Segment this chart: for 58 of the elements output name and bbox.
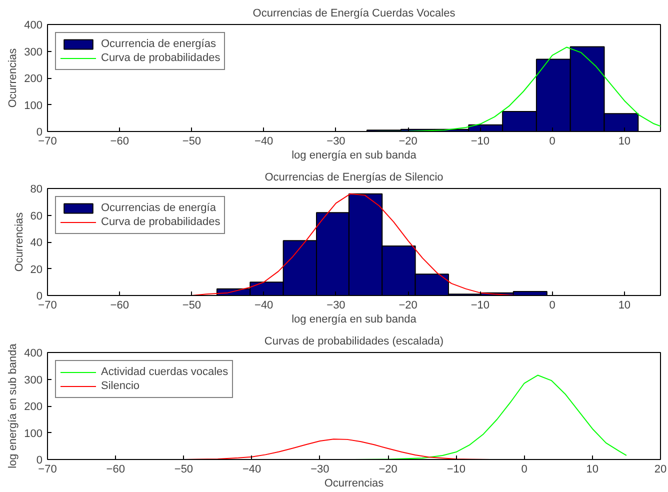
y-tick-label: 100: [24, 100, 43, 112]
x-axis-title: log energía en sub banda: [292, 314, 418, 326]
x-tick-label: −40: [242, 464, 262, 476]
y-tick-label: 0: [36, 454, 43, 466]
y-tick-label: 80: [30, 184, 43, 196]
x-tick-label: −50: [182, 136, 202, 148]
y-tick-label: 0: [36, 126, 43, 138]
y-tick-label: 300: [24, 374, 43, 386]
y-tick-label: 20: [30, 264, 43, 276]
x-tick-label: 20: [654, 464, 667, 476]
y-tick-label: 300: [24, 46, 43, 58]
x-tick-label: −50: [182, 300, 202, 312]
y-tick-label: 400: [24, 348, 43, 360]
x-tick-label: −40: [254, 300, 274, 312]
y-tick-label: 200: [24, 401, 43, 413]
x-tick-label: 0: [549, 300, 556, 312]
x-tick-label: −10: [446, 464, 466, 476]
y-tick-label: 60: [30, 210, 43, 222]
x-tick-label: −70: [38, 464, 57, 476]
x-tick-label: −10: [470, 136, 490, 148]
x-tick-label: −60: [110, 136, 129, 148]
y-tick-label: 200: [24, 73, 43, 85]
x-tick-label: −30: [326, 300, 346, 312]
x-tick-label: −20: [378, 464, 398, 476]
legend-label: Ocurrencias de energía: [101, 201, 216, 215]
x-tick-label: −20: [398, 136, 418, 148]
legend-label: Actividad cuerdas vocales: [101, 365, 228, 379]
x-tick-label: −10: [470, 300, 490, 312]
x-tick-label: 10: [618, 136, 631, 148]
x-tick-label: −70: [38, 300, 57, 312]
x-tick-label: −30: [310, 464, 330, 476]
chart-title: Ocurrencias de Energía Cuerdas Vocales: [252, 8, 456, 20]
chart-title: Curvas de probabilidades (escalada): [264, 336, 444, 348]
chart-title: Ocurrencias de Energías de Silencio: [264, 172, 444, 184]
y-axis-title: Ocurrencias: [13, 212, 26, 272]
y-axis-title: log energía en sub banda: [7, 342, 20, 468]
legend-label: Silencio: [101, 379, 140, 393]
x-axis-title: log energía en sub banda: [292, 150, 418, 162]
x-tick-label: −60: [106, 464, 125, 476]
legend-label: Curva de probabilidades: [101, 51, 220, 65]
y-axis-title: Ocurrencias: [7, 48, 20, 108]
y-tick-label: 0: [36, 290, 43, 302]
x-tick-label: −20: [398, 300, 418, 312]
y-tick-label: 400: [24, 20, 43, 32]
x-tick-label: −60: [110, 300, 129, 312]
x-tick-label: 0: [521, 464, 528, 476]
x-tick-label: −40: [254, 136, 274, 148]
x-axis-title: Ocurrencias: [324, 478, 384, 490]
legend-label: Ocurrencia de energías: [101, 37, 216, 51]
x-tick-label: −70: [38, 136, 57, 148]
y-tick-label: 100: [24, 428, 43, 440]
x-tick-label: −30: [326, 136, 346, 148]
y-tick-label: 40: [30, 237, 43, 249]
legend-label: Curva de probabilidades: [101, 215, 220, 229]
x-tick-label: 10: [586, 464, 599, 476]
x-tick-label: 10: [618, 300, 631, 312]
x-tick-label: 0: [549, 136, 556, 148]
x-tick-label: −50: [174, 464, 194, 476]
